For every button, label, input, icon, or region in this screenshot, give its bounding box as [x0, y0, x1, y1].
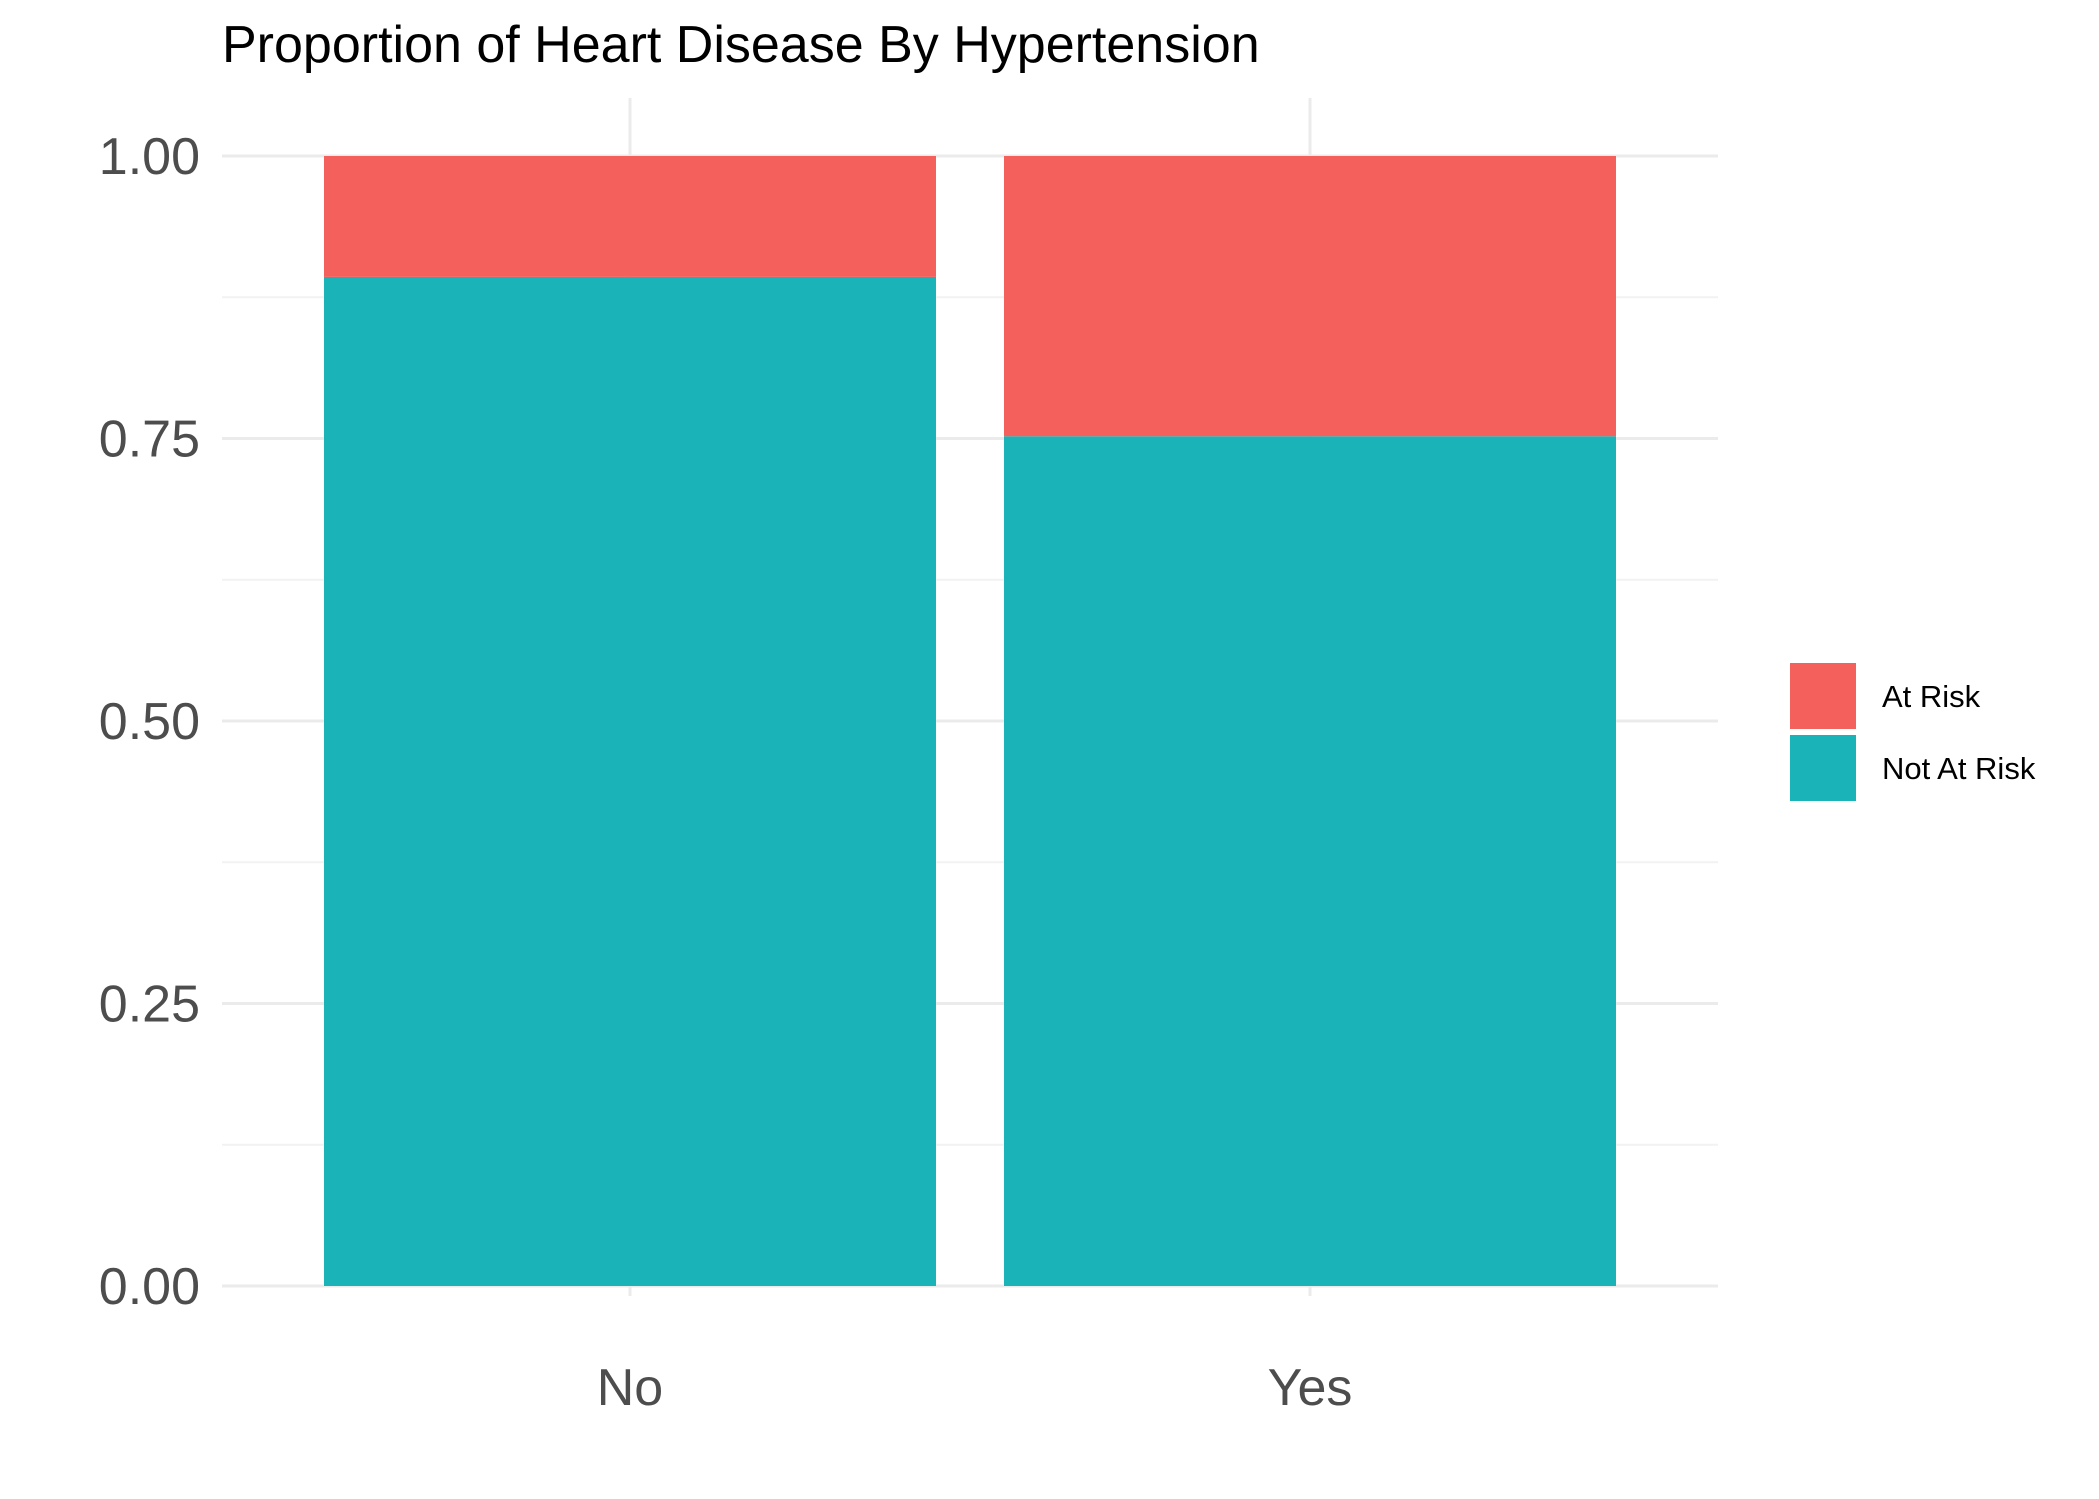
- y-tick-label: 1.00: [99, 128, 200, 186]
- legend: At Risk Not At Risk: [1790, 663, 2036, 801]
- x-axis-tick-labels: No Yes: [597, 1359, 1353, 1417]
- bar-no-at-risk: [324, 156, 936, 277]
- y-axis-tick-labels: 0.00 0.25 0.50 0.75 1.00: [99, 128, 200, 1316]
- legend-label: At Risk: [1882, 679, 1981, 714]
- y-tick-label: 0.00: [99, 1258, 200, 1316]
- legend-key-at-risk: [1790, 663, 1856, 729]
- x-tick-label: No: [597, 1359, 663, 1417]
- y-tick-label: 0.50: [99, 693, 200, 751]
- chart-title: Proportion of Heart Disease By Hypertens…: [222, 16, 1260, 74]
- bar-yes-not-at-risk: [1004, 436, 1616, 1286]
- bar-no-not-at-risk: [324, 276, 936, 1286]
- y-tick-label: 0.25: [99, 976, 200, 1034]
- x-tick-label: Yes: [1268, 1359, 1353, 1417]
- bars: [324, 156, 1616, 1286]
- bar-yes-at-risk: [1004, 156, 1616, 437]
- legend-label: Not At Risk: [1882, 751, 2036, 786]
- legend-key-not-at-risk: [1790, 735, 1856, 801]
- y-tick-label: 0.75: [99, 411, 200, 469]
